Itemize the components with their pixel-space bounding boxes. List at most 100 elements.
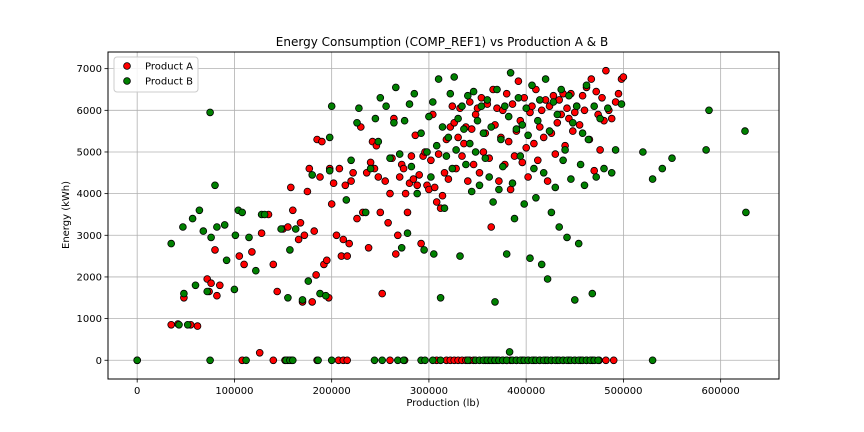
data-point	[188, 214, 197, 223]
data-point	[648, 356, 657, 365]
data-point	[432, 141, 441, 150]
data-point	[260, 210, 269, 219]
data-point	[553, 110, 562, 119]
data-point	[614, 89, 623, 98]
data-point	[619, 73, 628, 81]
data-point	[438, 123, 447, 131]
data-point	[668, 154, 676, 163]
data-point	[240, 260, 248, 269]
data-point	[216, 281, 224, 290]
data-point	[322, 256, 331, 265]
data-point	[563, 104, 571, 112]
data-point	[518, 121, 527, 129]
data-point	[413, 181, 422, 190]
data-point	[371, 114, 380, 123]
data-point	[321, 291, 330, 300]
x-tick-label: 0	[134, 386, 140, 397]
data-point	[489, 198, 497, 206]
data-point	[504, 137, 513, 146]
data-point	[366, 164, 375, 173]
data-point	[607, 114, 616, 123]
data-point	[505, 348, 514, 356]
data-point	[222, 256, 231, 265]
data-point	[277, 225, 285, 233]
data-point	[347, 177, 355, 185]
data-point	[467, 125, 476, 133]
data-point	[318, 137, 326, 146]
data-point	[567, 175, 575, 183]
data-point	[609, 356, 618, 365]
data-point	[298, 296, 307, 304]
data-point	[327, 200, 336, 208]
data-point	[473, 116, 482, 125]
data-point	[458, 152, 466, 160]
data-point	[343, 356, 352, 365]
data-point	[530, 164, 538, 173]
data-point	[559, 156, 567, 165]
data-point	[269, 356, 278, 365]
data-point	[551, 183, 560, 192]
data-point	[345, 239, 354, 248]
data-point	[284, 293, 292, 302]
data-point	[611, 146, 620, 154]
data-point	[584, 135, 593, 144]
data-point	[565, 91, 573, 100]
data-point	[607, 169, 616, 177]
data-point	[329, 179, 338, 188]
data-point	[378, 356, 387, 365]
x-tick-label: 100000	[215, 386, 253, 397]
data-point	[454, 133, 462, 142]
data-point	[304, 277, 313, 285]
data-point	[578, 91, 587, 100]
data-point	[539, 133, 548, 142]
data-point	[386, 356, 394, 365]
data-point	[524, 173, 532, 181]
data-point	[537, 106, 546, 115]
data-point	[220, 221, 229, 229]
data-point	[203, 287, 212, 296]
data-point	[341, 181, 350, 190]
legend-label: Product B	[145, 77, 193, 88]
data-point	[353, 214, 361, 223]
data-point	[294, 235, 303, 244]
data-point	[578, 129, 587, 138]
series-product-b	[133, 69, 750, 365]
data-point	[395, 173, 404, 181]
data-point	[504, 112, 513, 121]
x-tick-label: 300000	[410, 386, 448, 397]
data-point	[475, 169, 484, 177]
y-tick-label: 2000	[77, 272, 102, 283]
data-point	[471, 110, 480, 119]
grid-lines	[108, 52, 779, 379]
y-tick-label: 3000	[77, 231, 102, 242]
data-point	[590, 166, 598, 175]
data-point	[434, 150, 443, 158]
data-point	[399, 164, 408, 173]
data-point	[325, 166, 334, 175]
data-point	[580, 106, 589, 115]
data-point	[551, 150, 560, 158]
data-point	[502, 250, 511, 258]
data-point	[428, 98, 437, 106]
data-point	[594, 356, 602, 365]
data-point	[568, 119, 577, 127]
data-point	[175, 320, 183, 329]
data-point	[491, 298, 499, 306]
data-point	[382, 102, 390, 110]
data-point	[403, 208, 412, 217]
data-point	[211, 181, 219, 190]
data-point	[440, 169, 449, 177]
x-axis-label: Production (lb)	[406, 398, 479, 409]
legend-box	[113, 56, 199, 93]
data-point	[255, 348, 264, 357]
data-point	[427, 173, 435, 181]
data-point	[575, 121, 584, 129]
data-point	[533, 116, 542, 125]
data-point	[438, 191, 447, 200]
legend-label: Product A	[145, 62, 193, 73]
data-point	[570, 108, 579, 117]
data-point	[543, 177, 552, 185]
data-point	[456, 252, 464, 260]
data-point	[308, 171, 317, 179]
data-point	[417, 239, 425, 248]
